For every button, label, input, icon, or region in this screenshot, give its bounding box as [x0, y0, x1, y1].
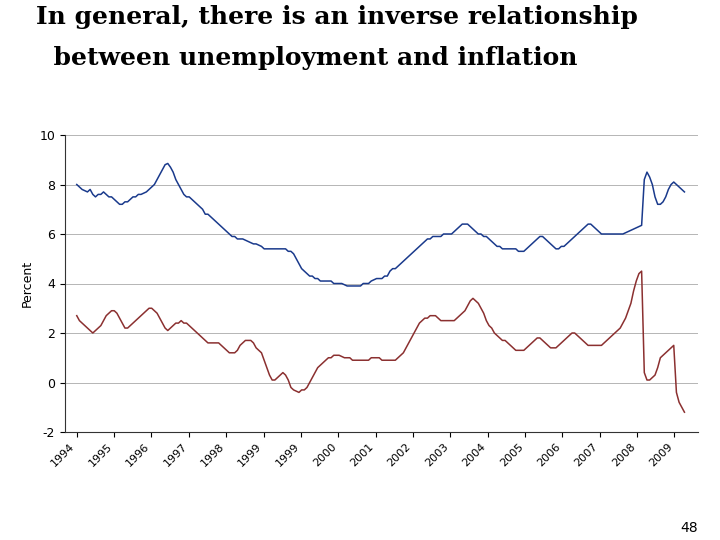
Text: In general, there is an inverse relationship: In general, there is an inverse relation… — [36, 5, 638, 29]
Text: between unemployment and inflation: between unemployment and inflation — [36, 46, 577, 70]
Y-axis label: Percent: Percent — [21, 260, 34, 307]
Text: 48: 48 — [681, 521, 698, 535]
